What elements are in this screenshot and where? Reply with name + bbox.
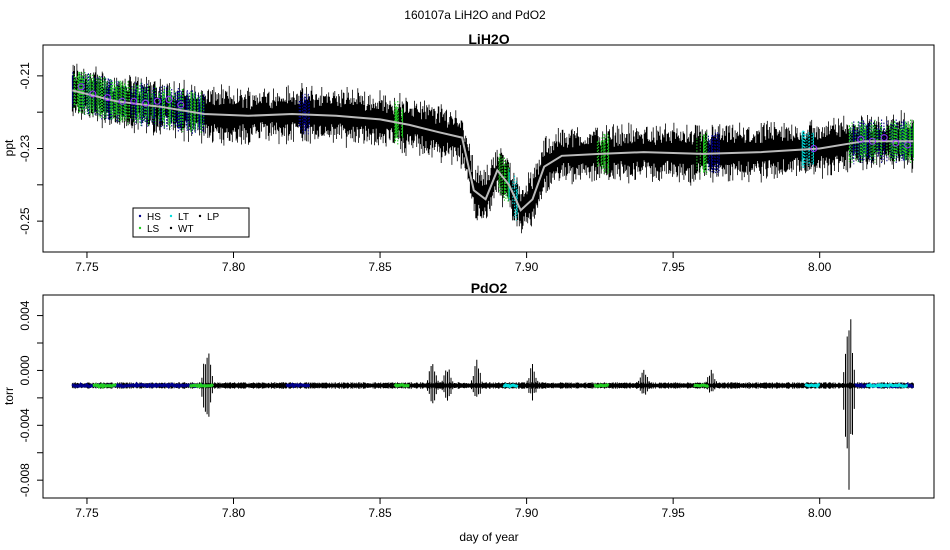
legend-label-ls: LS (147, 224, 160, 235)
legend-label-lt: LT (178, 212, 189, 223)
y-tick-label: -0.004 (18, 408, 32, 442)
legend-marker-wt (169, 226, 173, 230)
legend-marker-ls (138, 226, 142, 230)
mode-segment-hs (285, 382, 311, 389)
mode-segment-lt (865, 382, 909, 389)
panel-lih2o: LiH2O 7.75 7.80 7.85 7.90 7.95 8.00 -0.25-0.2… (2, 31, 935, 274)
x-tick-label: 7.80 (222, 260, 246, 274)
panel-pdo2-plot-area (71, 319, 914, 490)
x-axis-label: day of year (459, 530, 518, 544)
panel-pdo2-frame (42, 294, 935, 499)
panel-pdo2-ylabel: torr (2, 387, 16, 405)
circle-marker (857, 135, 865, 143)
panel-lih2o-plot-area (71, 63, 914, 234)
x-tick-label: 7.95 (661, 506, 685, 520)
y-tick-label: -0.23 (18, 135, 32, 163)
mode-segment-lt (804, 383, 821, 389)
x-tick-label: 8.00 (808, 260, 832, 274)
panel-pdo2-x-axis: 7.75 7.80 7.85 7.90 7.95 8.00 (75, 498, 832, 520)
spike (705, 369, 717, 393)
panel-lih2o-y-axis: -0.25 -0.23 -0.21 (18, 62, 43, 235)
spike (638, 369, 650, 395)
y-tick-label: 0.000 (18, 355, 32, 385)
x-tick-label: 7.90 (515, 260, 539, 274)
circle-marker (165, 95, 173, 103)
circle-marker (118, 97, 126, 105)
legend-label-wt: WT (178, 224, 194, 235)
legend-box (132, 207, 250, 238)
mode-segment-ls (593, 383, 610, 388)
legend-label-hs: HS (147, 212, 161, 223)
circle-marker (142, 99, 150, 107)
panel-pdo2: PdO2 7.75 7.80 7.85 7.90 7.95 8.00 -0.008-0.0… (2, 280, 935, 544)
circle-marker (904, 141, 912, 149)
y-tick-label: -0.008 (18, 463, 32, 497)
mode-segment-lt (502, 383, 519, 389)
spike (471, 359, 483, 397)
x-tick-label: 7.85 (368, 260, 392, 274)
y-tick-label: 0.004 (18, 300, 32, 330)
x-tick-label: 7.95 (661, 260, 685, 274)
circle-marker (77, 83, 85, 91)
circle-marker (868, 137, 876, 145)
panel-pdo2-series (71, 319, 914, 490)
spike (441, 369, 454, 401)
panel-lih2o-series (71, 63, 914, 234)
circle-marker (89, 90, 97, 98)
circle-marker (177, 101, 185, 109)
legend-marker-lp (198, 214, 202, 218)
spike (427, 364, 439, 404)
circle-marker (880, 134, 888, 142)
circle-marker (130, 97, 138, 105)
y-tick-label: -0.25 (18, 207, 32, 235)
smooth-trend-line (72, 89, 914, 212)
x-tick-label: 8.00 (808, 506, 832, 520)
circle-marker (810, 145, 818, 152)
figure-title: 160107a LiH2O and PdO2 (404, 8, 546, 22)
spike (843, 319, 855, 490)
x-tick-label: 7.90 (515, 506, 539, 520)
x-tick-label: 7.85 (368, 506, 392, 520)
circle-marker (153, 97, 161, 105)
y-tick-label: -0.21 (18, 62, 32, 90)
mode-segment-ls (693, 383, 710, 388)
mode-segment-ls (189, 382, 215, 389)
mode-segment-ls (393, 382, 410, 388)
panel-pdo2-y-axis: -0.008 -0.004 0.000 0.004 (18, 300, 43, 497)
legend-label-lp: LP (207, 212, 220, 223)
legend-marker-lt (169, 214, 173, 218)
circle-marker (892, 139, 900, 147)
mode-segment-ls (92, 382, 117, 389)
legend-marker-hs (138, 214, 142, 218)
mode-segment-hs (71, 381, 205, 389)
x-tick-label: 7.75 (75, 506, 99, 520)
panel-pdo2-title: PdO2 (471, 280, 508, 296)
panel-lih2o-title: LiH2O (468, 31, 509, 47)
panel-lih2o-ylabel: ppt (2, 139, 16, 156)
panel-lih2o-x-axis: 7.75 7.80 7.85 7.90 7.95 8.00 (75, 252, 832, 274)
circle-marker (103, 94, 111, 102)
spike (526, 364, 539, 401)
x-tick-label: 7.80 (222, 506, 246, 520)
x-tick-label: 7.75 (75, 260, 99, 274)
